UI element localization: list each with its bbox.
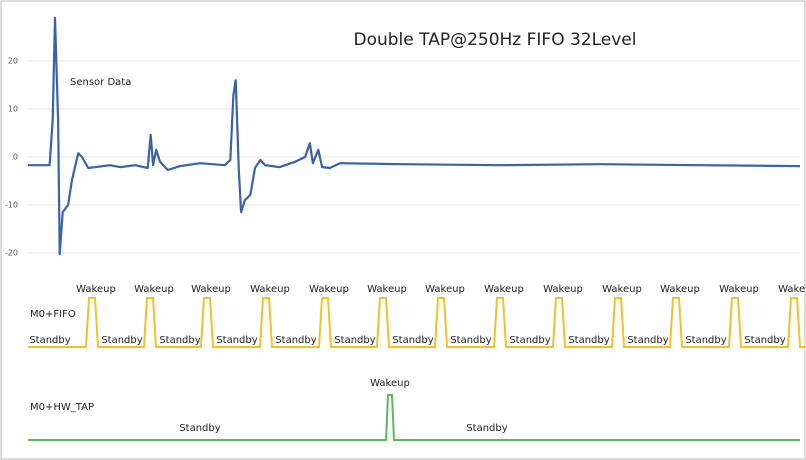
standby-label: Standby bbox=[568, 335, 609, 346]
hw-tap-trace bbox=[28, 394, 800, 441]
wakeup-label: Wakeup bbox=[602, 284, 642, 295]
standby-label: Standby bbox=[334, 335, 375, 346]
standby-label: Standby bbox=[29, 335, 70, 346]
standby-label: Standby bbox=[744, 335, 785, 346]
wakeup-label: Wakeup bbox=[543, 284, 583, 295]
chart-title: Double TAP@250Hz FIFO 32Level bbox=[353, 30, 636, 50]
trace-label: M0+HW_TAP bbox=[30, 402, 94, 413]
standby-label: Standby bbox=[159, 335, 200, 346]
annotation: Sensor Data bbox=[70, 77, 131, 88]
wakeup-label: Wakeup bbox=[484, 284, 524, 295]
wakeup-label: Wakeup bbox=[370, 378, 410, 389]
wakeup-label: Wakeup bbox=[134, 284, 174, 295]
standby-label: Standby bbox=[275, 335, 316, 346]
standby-label: Standby bbox=[101, 335, 142, 346]
wakeup-label: Wakeup bbox=[250, 284, 290, 295]
wakeup-label: Wakeup bbox=[191, 284, 231, 295]
wakeup-label: Wakeup bbox=[660, 284, 700, 295]
standby-label: Standby bbox=[179, 423, 220, 434]
standby-label: Standby bbox=[466, 423, 507, 434]
standby-label: Standby bbox=[509, 335, 550, 346]
standby-label: Standby bbox=[627, 335, 668, 346]
wakeup-label: Wakeup bbox=[719, 284, 759, 295]
trace-label: M0+FIFO bbox=[30, 309, 76, 320]
wakeup-label: Wakeup bbox=[778, 284, 806, 295]
data-line bbox=[28, 16, 801, 256]
wakeup-label: Wakeup bbox=[425, 284, 465, 295]
wakeup-label: Wakeup bbox=[309, 284, 349, 295]
standby-label: Standby bbox=[450, 335, 491, 346]
y-tick-label: 0 bbox=[13, 153, 18, 162]
standby-label: Standby bbox=[685, 335, 726, 346]
y-tick-label: 20 bbox=[8, 57, 18, 66]
standby-label: Standby bbox=[392, 335, 433, 346]
wakeup-label: Wakeup bbox=[367, 284, 407, 295]
fifo-trace bbox=[28, 297, 806, 348]
y-tick-label: -10 bbox=[5, 201, 18, 210]
wakeup-label: Wakeup bbox=[76, 284, 116, 295]
standby-label: Standby bbox=[216, 335, 257, 346]
y-tick-label: -20 bbox=[5, 249, 18, 258]
y-tick-label: 10 bbox=[8, 105, 18, 114]
